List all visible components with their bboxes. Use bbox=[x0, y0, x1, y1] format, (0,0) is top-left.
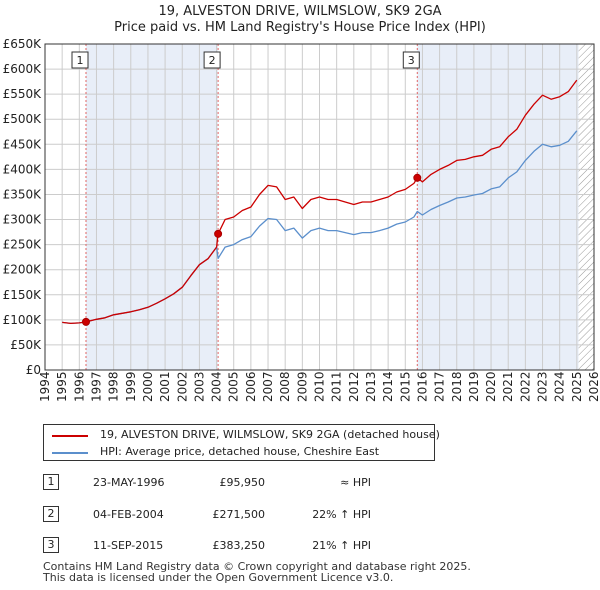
transaction-row: 2 04-FEB-2004 £271,500 22% ↑ HPI bbox=[43, 506, 443, 524]
transaction-marker-box bbox=[402, 51, 420, 69]
x-tick-label: 2011 bbox=[330, 371, 344, 402]
x-tick-label: 1997 bbox=[89, 371, 103, 402]
x-tick-label: 2026 bbox=[587, 371, 600, 402]
x-tick-label: 2024 bbox=[553, 371, 567, 402]
x-tick-label: 2021 bbox=[501, 371, 515, 402]
x-tick-label: 2017 bbox=[433, 371, 447, 402]
forecast-hatch bbox=[578, 44, 594, 370]
legend-label-hpi: HPI: Average price, detached house, Ches… bbox=[100, 445, 380, 458]
x-tick-label: 1999 bbox=[124, 371, 138, 402]
legend-swatch-property bbox=[52, 435, 88, 437]
legend-swatch-hpi bbox=[52, 452, 88, 454]
x-tick-label: 2014 bbox=[381, 371, 395, 402]
x-tick-label: 2005 bbox=[227, 371, 241, 402]
title: 19, ALVESTON DRIVE, WILMSLOW, SK9 2GA bbox=[158, 4, 442, 19]
legend: 19, ALVESTON DRIVE, WILMSLOW, SK9 2GA (d… bbox=[43, 424, 440, 461]
transaction-badge: 2 bbox=[43, 506, 59, 522]
transaction-hpi: 21% ↑ HPI bbox=[312, 539, 371, 552]
transaction-point bbox=[82, 317, 91, 326]
x-tick-label: 1995 bbox=[55, 371, 69, 402]
y-tick-label: £550K bbox=[3, 87, 43, 101]
y-tick-label: £650K bbox=[3, 37, 43, 51]
y-tick-label: £150K bbox=[3, 288, 43, 302]
x-tick-label: 2010 bbox=[313, 371, 327, 402]
transaction-badge: 3 bbox=[43, 537, 59, 553]
x-tick-label: 2006 bbox=[244, 371, 258, 402]
transaction-price: £95,950 bbox=[219, 476, 266, 489]
x-tick-label: 2012 bbox=[347, 371, 361, 402]
x-tick-label: 1994 bbox=[38, 371, 52, 402]
x-tick-label: 2022 bbox=[518, 371, 532, 402]
transaction-row: 1 23-MAY-1996 £95,950 ≈ HPI bbox=[43, 474, 443, 492]
transaction-price: £383,250 bbox=[212, 539, 266, 552]
transaction-point bbox=[214, 229, 223, 238]
transaction-badge: 1 bbox=[43, 474, 59, 490]
transaction-marker-box bbox=[203, 51, 221, 69]
ownership-shade-1 bbox=[86, 44, 219, 370]
y-tick-label: £50K bbox=[10, 338, 42, 352]
price-chart: 1 2 3 £0 £50K £100K £150K £200K £250K £300K £350K £… bbox=[3, 37, 600, 402]
x-tick-label: 2009 bbox=[295, 371, 309, 402]
x-tick-label: 2019 bbox=[467, 371, 481, 402]
transaction-hpi: 22% ↑ HPI bbox=[312, 508, 371, 521]
x-tick-label: 2008 bbox=[278, 371, 292, 402]
x-tick-label: 2007 bbox=[261, 371, 275, 402]
y-tick-label: £250K bbox=[3, 238, 43, 252]
x-tick-label: 2013 bbox=[364, 371, 378, 402]
y-tick-label: £100K bbox=[3, 313, 43, 327]
x-tick-label: 2000 bbox=[141, 371, 155, 402]
plot-frame bbox=[44, 43, 595, 371]
y-tick-label: £450K bbox=[3, 137, 43, 151]
y-tick-label: £0 bbox=[26, 363, 41, 377]
transaction-row: 3 11-SEP-2015 £383,250 21% ↑ HPI bbox=[43, 537, 443, 555]
transaction-price: £271,500 bbox=[212, 508, 266, 521]
y-tick-label: £500K bbox=[3, 112, 43, 126]
transaction-date: 04-FEB-2004 bbox=[93, 508, 164, 521]
x-tick-label: 2023 bbox=[536, 371, 550, 402]
transaction-date: 11-SEP-2015 bbox=[93, 539, 164, 552]
transaction-marker-label: 3 bbox=[408, 54, 415, 67]
y-tick-label: £350K bbox=[3, 187, 43, 201]
y-tick-label: £300K bbox=[3, 213, 43, 227]
x-tick-label: 2003 bbox=[192, 371, 206, 402]
x-tick-label: 1996 bbox=[72, 371, 86, 402]
x-tick-label: 1998 bbox=[107, 371, 121, 402]
x-tick-label: 2002 bbox=[175, 371, 189, 402]
y-tick-label: £200K bbox=[3, 263, 43, 277]
x-tick-label: 2001 bbox=[158, 371, 172, 402]
x-tick-label: 2018 bbox=[450, 371, 464, 402]
transaction-marker-label: 2 bbox=[209, 54, 216, 67]
y-tick-label: £400K bbox=[3, 162, 43, 176]
x-tick-label: 2020 bbox=[484, 371, 498, 402]
y-tick-label: £600K bbox=[3, 62, 43, 76]
chart-title: 19, ALVESTON DRIVE, WILMSLOW, SK9 2GA Pr… bbox=[0, 4, 600, 36]
transaction-hpi: ≈ HPI bbox=[340, 476, 371, 489]
x-tick-label: 2016 bbox=[415, 371, 429, 402]
footer-copyright: Contains HM Land Registry data © Crown c… bbox=[43, 560, 471, 573]
x-tick-label: 2025 bbox=[570, 371, 584, 402]
footer-licence: This data is licensed under the Open Gov… bbox=[43, 571, 394, 584]
x-tick-label: 2004 bbox=[210, 371, 224, 402]
transaction-date: 23-MAY-1996 bbox=[93, 476, 165, 489]
footer: Contains HM Land Registry data © Crown c… bbox=[43, 561, 471, 583]
transaction-marker-label: 1 bbox=[77, 54, 84, 67]
transaction-marker-box bbox=[71, 51, 89, 69]
transaction-point bbox=[413, 173, 422, 182]
ownership-shade-3 bbox=[417, 44, 579, 370]
legend-label-property: 19, ALVESTON DRIVE, WILMSLOW, SK9 2GA (d… bbox=[100, 428, 440, 441]
x-tick-label: 2015 bbox=[398, 371, 412, 402]
subtitle: Price paid vs. HM Land Registry's House … bbox=[114, 20, 486, 35]
series-line-property bbox=[62, 79, 578, 325]
